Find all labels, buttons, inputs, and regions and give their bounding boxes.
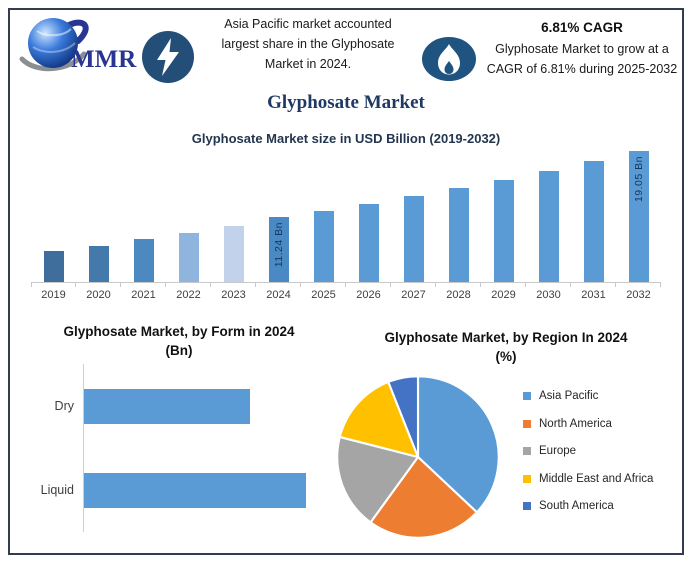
form-chart-unit: (Bn) — [165, 343, 193, 358]
bar-2031 — [583, 161, 604, 282]
bar-value-label-2032: 19.05 Bn — [632, 156, 645, 203]
bar-column-2030 — [526, 150, 571, 282]
form-chart-block: Glyphosate Market, by Form in 2024 (Bn) … — [18, 322, 340, 550]
region-chart-unit: (%) — [495, 349, 517, 364]
form-bar-dry — [83, 388, 250, 424]
legend-item-south-america: South America — [523, 500, 653, 512]
asia-pacific-highlight: Asia Pacific market accounted largest sh… — [221, 17, 395, 71]
x-tick-2029: 2029 — [481, 283, 526, 301]
cagr-headline: 6.81% CAGR — [541, 20, 623, 35]
bar-column-2026 — [346, 150, 391, 282]
bar-column-2019 — [31, 150, 76, 282]
x-tick-2020: 2020 — [76, 283, 121, 301]
x-tick-2019: 2019 — [31, 283, 76, 301]
bar-2029 — [493, 180, 514, 282]
bar-column-2028 — [436, 150, 481, 282]
bar-column-2025 — [301, 150, 346, 282]
page-title: Glyphosate Market — [267, 92, 425, 113]
bar-value-label-2024: 11.24 Bn — [272, 222, 285, 268]
x-tick-2026: 2026 — [346, 283, 391, 301]
bar-2026 — [358, 204, 379, 282]
bar-column-2029 — [481, 150, 526, 282]
bar-2023 — [223, 226, 244, 282]
pie-slice-south-america — [387, 375, 420, 459]
form-chart-axis — [83, 364, 84, 532]
legend-item-middle-east-and-africa: Middle East and Africa — [523, 473, 653, 485]
legend-label-south-america: South America — [539, 500, 614, 512]
bar-2022 — [178, 233, 199, 282]
bar-column-2027 — [391, 150, 436, 282]
region-chart-block: Glyphosate Market, by Region In 2024 (%)… — [330, 328, 682, 554]
x-tick-2025: 2025 — [301, 283, 346, 301]
x-tick-2031: 2031 — [571, 283, 616, 301]
bar-2019 — [43, 251, 64, 282]
region-chart-title: Glyphosate Market, by Region In 2024 (%) — [330, 328, 682, 366]
cagr-note: Glyphosate Market to grow at a CAGR of 6… — [486, 42, 678, 76]
form-bar-chart: Dry Liquid — [18, 364, 340, 532]
bar-column-2032: 19.05 Bn — [616, 150, 661, 282]
bar-column-2022 — [166, 150, 211, 282]
bar-column-2020 — [76, 150, 121, 282]
globe-icon: MMR — [19, 18, 137, 73]
bar-chart-title: Glyphosate Market size in USD Billion (2… — [191, 131, 501, 146]
mmr-logo: MMR — [16, 12, 138, 78]
pie-slice-north-america — [369, 455, 478, 539]
logo-text: MMR — [71, 46, 137, 73]
market-size-bar-chart: 11.24 Bn 19.05 Bn — [31, 150, 661, 283]
form-row-dry: Dry — [18, 364, 340, 448]
bar-column-2024: 11.24 Bn — [256, 150, 301, 282]
legend-marker-europe — [523, 447, 531, 455]
x-tick-2023: 2023 — [211, 283, 256, 301]
bar-chart-x-axis: 2019 2020 2021 2022 2023 2024 2025 2026 2027 2028… — [31, 283, 661, 301]
form-chart-title-line1: Glyphosate Market, by Form in 2024 — [63, 324, 295, 339]
legend-marker-asia-pacific — [523, 392, 531, 400]
form-category-label-liquid: Liquid — [40, 483, 74, 497]
legend-marker-north-america — [523, 419, 531, 428]
lightning-icon — [142, 31, 194, 83]
bar-column-2023 — [211, 150, 256, 282]
form-chart-title: Glyphosate Market, by Form in 2024 (Bn) — [18, 322, 340, 360]
x-tick-2030: 2030 — [526, 283, 571, 301]
bar-2032: 19.05 Bn — [628, 151, 649, 282]
x-tick-2028: 2028 — [436, 283, 481, 301]
bar-column-2031 — [571, 150, 616, 282]
bar-2028 — [448, 188, 469, 282]
legend-item-asia-pacific: Asia Pacific — [523, 390, 653, 402]
cagr-callout: 6.81% CAGR Glyphosate Market to grow at … — [484, 20, 680, 79]
legend-marker-middle-east-and-africa — [523, 474, 531, 483]
bar-2025 — [313, 211, 334, 282]
x-tick-2032: 2032 — [616, 283, 661, 301]
bar-2027 — [403, 196, 424, 282]
x-tick-2024: 2024 — [256, 283, 301, 301]
x-tick-2021: 2021 — [121, 283, 166, 301]
pie-slice-asia-pacific — [416, 375, 500, 514]
pie-slice-middle-east-and-africa — [338, 380, 420, 459]
x-tick-2027: 2027 — [391, 283, 436, 301]
legend-label-europe: Europe — [539, 445, 577, 457]
pie-slice-europe — [336, 435, 420, 524]
bar-2020 — [88, 246, 109, 282]
legend-item-europe: Europe — [523, 445, 653, 457]
legend-item-north-america: North America — [523, 418, 653, 430]
form-category-label-dry: Dry — [54, 399, 74, 413]
flame-icon — [422, 37, 476, 81]
legend-label-middle-east-and-africa: Middle East and Africa — [539, 472, 654, 485]
legend-label-north-america: North America — [539, 417, 612, 430]
legend-label-asia-pacific: Asia Pacific — [539, 390, 599, 402]
bar-2030 — [538, 171, 559, 282]
bar-2021 — [133, 239, 154, 282]
bar-column-2021 — [121, 150, 166, 282]
form-bar-liquid — [83, 472, 306, 508]
region-chart-title-line1: Glyphosate Market, by Region In 2024 — [384, 330, 628, 345]
region-pie-chart — [333, 372, 503, 542]
form-row-liquid: Liquid — [18, 448, 340, 532]
legend-marker-south-america — [523, 502, 531, 510]
x-tick-2022: 2022 — [166, 283, 211, 301]
bar-2024: 11.24 Bn — [268, 217, 289, 282]
region-legend: Asia Pacific North America Europe Middle Ea… — [523, 390, 653, 528]
